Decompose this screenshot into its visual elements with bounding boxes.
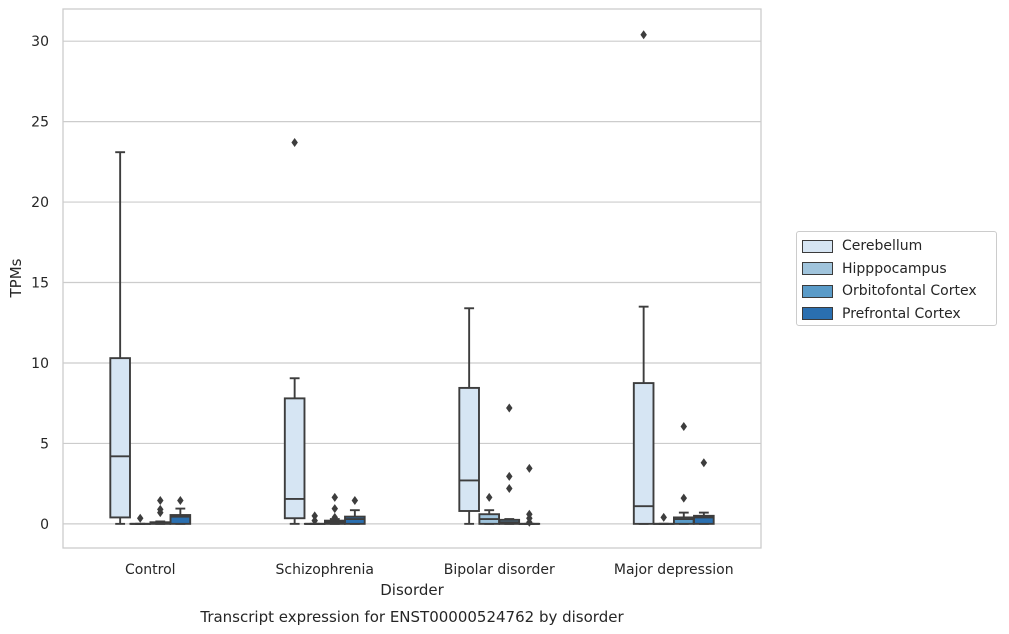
legend-item-orbitofrontal-cortex: Orbitofontal Cortex bbox=[797, 280, 996, 303]
outlier-point bbox=[136, 513, 144, 523]
legend-label: Cerebellum bbox=[842, 238, 923, 255]
outlier-point bbox=[331, 512, 339, 522]
outlier-point bbox=[506, 483, 513, 493]
x-tick-label: Major depression bbox=[614, 562, 734, 578]
outlier-point bbox=[157, 496, 164, 506]
y-tick-label: 15 bbox=[31, 276, 49, 292]
legend-swatch bbox=[802, 284, 833, 298]
y-tick-label: 20 bbox=[31, 195, 49, 211]
outlier-point bbox=[506, 403, 513, 413]
outlier-point bbox=[291, 138, 298, 148]
x-tick-label: Bipolar disorder bbox=[444, 562, 555, 578]
box-cerebellum-1 bbox=[283, 138, 306, 525]
legend-label: Prefrontal Cortex bbox=[842, 305, 961, 322]
y-tick-label: 25 bbox=[31, 115, 49, 131]
x-tick-label: Control bbox=[125, 562, 176, 578]
box-prefrontal-cortex-1 bbox=[344, 496, 366, 525]
box-iqr bbox=[693, 514, 715, 525]
box-iqr bbox=[632, 382, 655, 525]
outlier-point bbox=[660, 512, 667, 522]
outlier-point bbox=[485, 492, 493, 502]
outlier-point bbox=[680, 422, 688, 432]
legend-swatch bbox=[802, 307, 833, 321]
x-axis-label: Disorder bbox=[380, 581, 444, 599]
outlier-point bbox=[311, 516, 318, 526]
box-orbitofontal-cortex-2 bbox=[498, 403, 521, 525]
outlier-point bbox=[506, 471, 513, 481]
box-cerebellum-0 bbox=[109, 151, 131, 525]
outlier-point bbox=[331, 504, 339, 514]
outlier-point bbox=[157, 504, 164, 514]
box-iqr bbox=[283, 397, 306, 520]
x-tick-label: Schizophrenia bbox=[276, 562, 374, 578]
outlier-point bbox=[526, 509, 533, 519]
outlier-point bbox=[640, 30, 647, 40]
plot-frame bbox=[62, 8, 762, 549]
box-orbitofontal-cortex-0 bbox=[149, 496, 172, 525]
legend-swatch bbox=[802, 262, 833, 276]
box-hipppocampus-1 bbox=[303, 511, 326, 526]
box-orbitofontal-cortex-1 bbox=[324, 492, 346, 525]
legend-item-cerebellum: Cerebellum bbox=[797, 235, 996, 258]
y-tick-label: 10 bbox=[31, 356, 49, 372]
box-prefrontal-cortex-3 bbox=[693, 458, 715, 525]
outlier-point bbox=[331, 492, 339, 502]
legend-item-hippocampus: Hipppocampus bbox=[797, 258, 996, 281]
box-iqr bbox=[344, 515, 366, 525]
x-axis-ticks: Control Schizophrenia Bipolar disorder Majo… bbox=[125, 562, 734, 578]
y-tick-label: 0 bbox=[40, 517, 49, 533]
outlier-point bbox=[526, 463, 533, 473]
chart-caption: Transcript expression for ENST0000052476… bbox=[199, 608, 624, 626]
legend-label: Orbitofontal Cortex bbox=[842, 283, 977, 300]
y-axis-label: TPMs bbox=[7, 258, 25, 298]
outlier-point bbox=[351, 496, 359, 506]
box-orbitofontal-cortex-3 bbox=[673, 422, 695, 525]
box-prefrontal-cortex-2 bbox=[518, 463, 541, 527]
outlier-point bbox=[177, 496, 184, 506]
legend-swatch bbox=[802, 239, 833, 253]
legend-label: Hipppocampus bbox=[842, 260, 947, 277]
box-iqr bbox=[169, 514, 192, 525]
box-cerebellum-3 bbox=[632, 30, 655, 525]
y-tick-label: 30 bbox=[31, 34, 49, 50]
box-cerebellum-2 bbox=[458, 307, 480, 525]
outlier-point bbox=[311, 511, 318, 521]
box-plot-marks bbox=[109, 30, 715, 527]
box-hipppocampus-2 bbox=[478, 492, 500, 525]
outlier-point bbox=[680, 493, 688, 503]
box-hipppocampus-3 bbox=[652, 512, 675, 525]
box-prefrontal-cortex-0 bbox=[169, 496, 192, 525]
box-hipppocampus-0 bbox=[129, 513, 151, 525]
box-iqr bbox=[109, 357, 131, 519]
legend-item-prefrontal-cortex: Prefrontal Cortex bbox=[797, 303, 996, 326]
box-iqr bbox=[458, 386, 480, 512]
chart-legend: Cerebellum Hipppocampus Orbitofontal Cor… bbox=[796, 231, 997, 326]
outlier-point bbox=[700, 458, 708, 468]
gridlines bbox=[63, 40, 761, 525]
y-axis-ticks: 0 5 10 15 20 25 30 bbox=[31, 34, 49, 533]
y-tick-label: 5 bbox=[40, 436, 49, 452]
